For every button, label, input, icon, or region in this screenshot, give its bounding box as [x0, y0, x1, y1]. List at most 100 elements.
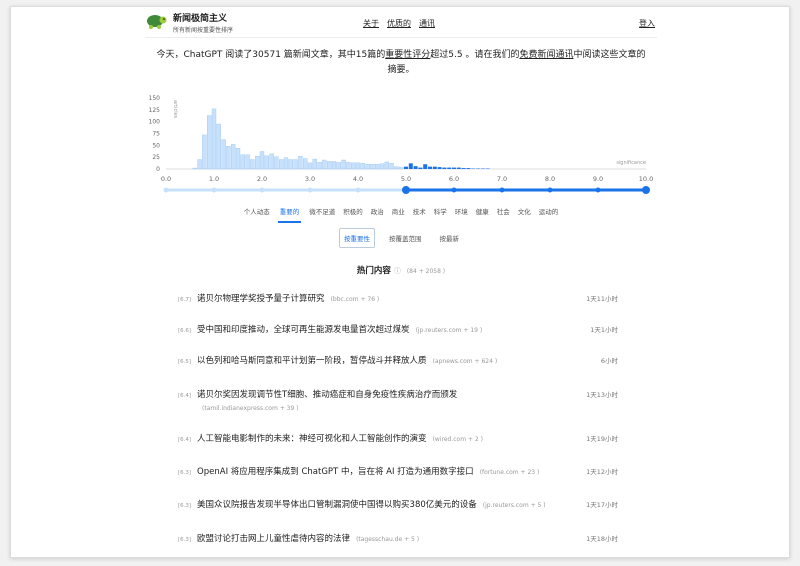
tagline: 所有新闻按重要性排序: [173, 27, 234, 34]
category-tab[interactable]: 运动的: [538, 208, 559, 216]
category-tab[interactable]: 微不足道: [309, 208, 336, 216]
article-item: [6.5] 以色列和哈马斯同意和平计划第一阶段，暂停战斗并释放人质 (apnews.…: [178, 354, 618, 366]
article-time: 1天17小时: [586, 501, 618, 509]
y-tick-label: 100: [149, 119, 161, 126]
article-score: [6.3]: [178, 503, 192, 509]
y-tick-label: 75: [152, 131, 160, 138]
histogram-bar: [298, 156, 303, 170]
y-axis-label: articles: [172, 100, 178, 119]
article-title[interactable]: OpenAI 将应用程序集成到 ChatGPT 中，旨在将 AI 打造为通用数字…: [197, 467, 474, 477]
slider-dot[interactable]: [163, 187, 169, 193]
turtle-icon[interactable]: [145, 10, 167, 32]
category-tab[interactable]: 科学: [433, 208, 447, 216]
histogram-bar: [384, 161, 390, 170]
slider-dot[interactable]: [595, 187, 601, 193]
article-source[interactable]: (jp.reuters.com + 5 ): [482, 502, 546, 509]
category-tab[interactable]: 环境: [454, 208, 468, 216]
histogram-bar: [288, 159, 294, 170]
article-score: [6.5]: [178, 359, 192, 365]
histogram-bar: [326, 161, 332, 170]
article-source[interactable]: (wired.com + 2 ): [432, 436, 483, 443]
x-tick-label: 10.0: [639, 175, 653, 183]
article-time: 1天19小时: [586, 435, 618, 443]
section-title: 热门内容: [356, 266, 391, 276]
article-title[interactable]: 美国众议院报告发现半导体出口管制漏洞使中国得以购买380亿美元的设备: [197, 500, 477, 510]
page: [10, 6, 790, 558]
category-tab[interactable]: 商业: [391, 208, 405, 216]
newsletter-link[interactable]: 免费新闻通讯: [519, 50, 574, 60]
article-title[interactable]: 诺贝尔物理学奖授予量子计算研究: [197, 294, 325, 304]
histogram-bar: [447, 167, 452, 169]
histogram-bar: [399, 166, 404, 170]
histogram-bar: [250, 159, 255, 170]
histogram-bar: [235, 147, 241, 170]
nav-about[interactable]: 关于: [363, 19, 379, 28]
histogram-bar: [374, 164, 380, 170]
article-title[interactable]: 欧盟讨论打击网上儿童性虐待内容的法律: [197, 534, 351, 544]
nav-premium[interactable]: 优质的: [387, 19, 411, 28]
article-title[interactable]: 诺贝尔奖因发现调节性T细胞、推动癌症和自身免疫性疾病治疗而颁发: [197, 390, 458, 400]
histogram-bar: [379, 163, 385, 170]
slider-dot[interactable]: [355, 187, 361, 193]
slider-dot[interactable]: [307, 187, 313, 193]
intro-part: 中阅读这些文章的摘要。: [387, 50, 646, 75]
brand-name[interactable]: 新闻极简主义: [173, 14, 228, 24]
category-tab[interactable]: 个人动态: [243, 208, 270, 216]
slider-dot[interactable]: [211, 187, 217, 193]
histogram-bar: [461, 168, 466, 169]
x-tick-label: 9.0: [593, 175, 603, 183]
slider-dot[interactable]: [547, 187, 553, 193]
category-tab[interactable]: 健康: [475, 208, 489, 216]
histogram-bar: [278, 159, 284, 170]
intro-part: 今天，ChatGPT 阅读了30571 篇新闻文章，其中15篇的: [156, 50, 386, 60]
article-source[interactable]: (apnews.com + 624 ): [432, 358, 498, 365]
article-item: [6.3] 美国众议院报告发现半导体出口管制漏洞使中国得以购买380亿美元的设备 (…: [178, 498, 618, 510]
category-tab[interactable]: 政治: [370, 208, 384, 216]
article-score: [6.3]: [178, 470, 192, 476]
login-link[interactable]: 登入: [639, 19, 655, 28]
nav-newsletter[interactable]: 通讯: [419, 19, 435, 28]
histogram-bar: [293, 159, 298, 170]
histogram-bar: [394, 166, 399, 170]
sort-option[interactable]: 按覆盖范围: [389, 235, 422, 243]
article-source[interactable]: (fortune.com + 23 ): [479, 469, 540, 476]
histogram-bar: [346, 162, 351, 170]
sort-option[interactable]: 按重要性: [339, 228, 375, 248]
significance-histogram: 0 25 50 75 100 125 150 articles significance 0.0 1…: [149, 95, 653, 194]
histogram-bar: [312, 158, 318, 170]
category-tab[interactable]: 技术: [412, 208, 426, 216]
slider-dot[interactable]: [451, 187, 457, 193]
histogram-bar: [456, 167, 461, 169]
category-tab[interactable]: 积极的: [343, 208, 363, 216]
sort-option[interactable]: 按最新: [439, 235, 460, 243]
histogram-bar: [221, 139, 226, 170]
category-tabs: 个人动态 重要的 微不足道 积极的 政治 商业 技术 科学 环境 健康 社会 文化 运动的: [145, 206, 657, 223]
article-item: [6.4] 人工智能电影制作的未来：神经可视化和人工智能创作的演变 (wired.c…: [178, 432, 618, 444]
x-tick-label: 0.0: [161, 175, 171, 183]
info-icon[interactable]: ⓘ: [393, 267, 401, 275]
article-title[interactable]: 受中国和印度推动，全球可再生能源发电量首次超过煤炭: [197, 325, 410, 335]
significance-link[interactable]: 重要性评分: [385, 50, 431, 60]
histogram-bar: [206, 115, 212, 170]
category-tab[interactable]: 重要的: [277, 206, 302, 223]
histogram-bar: [413, 166, 418, 169]
category-tab[interactable]: 社会: [496, 208, 510, 216]
article-item: [6.4] 诺贝尔奖因发现调节性T细胞、推动癌症和自身免疫性疾病治疗而颁发 (tam…: [178, 388, 618, 412]
article-source[interactable]: (jp.reuters.com + 19 ): [415, 327, 483, 334]
article-title[interactable]: 人工智能电影制作的未来：神经可视化和人工智能创作的演变: [197, 434, 427, 444]
slider-handle[interactable]: [402, 186, 410, 194]
slider-dot[interactable]: [259, 187, 265, 193]
histogram-bar: [331, 161, 337, 170]
article-source[interactable]: (tamil.indianexpress.com + 39 ): [202, 405, 299, 412]
histogram-bar: [355, 162, 361, 170]
histogram-bar: [437, 167, 442, 169]
slider-handle[interactable]: [642, 186, 650, 194]
histogram-bar: [240, 154, 246, 170]
article-title[interactable]: 以色列和哈马斯同意和平计划第一阶段，暂停战斗并释放人质: [197, 356, 427, 366]
article-source[interactable]: (bbc.com + 76 ): [330, 296, 380, 303]
article-item: [6.3] 欧盟讨论打击网上儿童性虐待内容的法律 (tagesschau.de + …: [178, 532, 618, 544]
category-tab[interactable]: 文化: [517, 208, 531, 216]
main-nav: 关于 优质的 通讯: [363, 18, 443, 29]
slider-dot[interactable]: [499, 187, 505, 193]
article-source[interactable]: (tagesschau.de + 5 ): [356, 536, 420, 543]
